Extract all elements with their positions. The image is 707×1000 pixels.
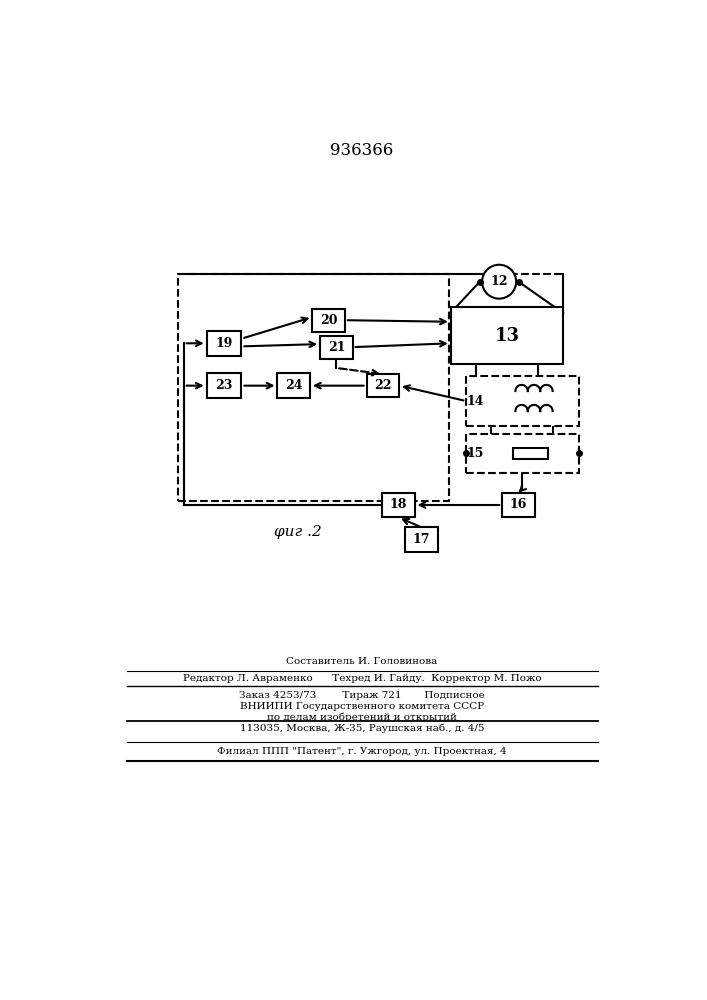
Text: ВНИИПИ Государственного комитета СССР: ВНИИПИ Государственного комитета СССР [240, 702, 484, 711]
Text: 24: 24 [285, 379, 303, 392]
Bar [466, 434, 578, 473]
Text: 12: 12 [491, 275, 508, 288]
Text: по делам изобретений и открытий: по делам изобретений и открытий [267, 712, 457, 722]
Text: 21: 21 [327, 341, 345, 354]
Text: Филиал ППП "Патент", г. Ужгород, ул. Проектная, 4: Филиал ППП "Патент", г. Ужгород, ул. Про… [217, 747, 507, 756]
Text: 20: 20 [320, 314, 337, 327]
Text: 23: 23 [216, 379, 233, 392]
Bar [405, 527, 438, 552]
Text: φиг .2: φиг .2 [274, 525, 322, 539]
Bar [206, 331, 241, 356]
Text: 22: 22 [374, 379, 392, 392]
Text: Редактор Л. Авраменко      Техред И. Гайду.  Корректор М. Пожо: Редактор Л. Авраменко Техред И. Гайду. К… [182, 674, 542, 683]
Bar [367, 374, 399, 397]
Text: 113035, Москва, Ж-35, Раушская наб., д. 4/5: 113035, Москва, Ж-35, Раушская наб., д. … [240, 724, 484, 733]
Text: 16: 16 [510, 498, 527, 512]
Bar [513, 448, 547, 459]
Bar [382, 493, 414, 517]
Text: 17: 17 [413, 533, 431, 546]
Bar [466, 376, 578, 426]
Bar [177, 274, 449, 501]
Text: Составитель И. Головинова: Составитель И. Головинова [286, 657, 438, 666]
Bar [502, 493, 534, 517]
Circle shape [482, 265, 516, 299]
Bar [450, 307, 563, 364]
Text: 19: 19 [216, 337, 233, 350]
Bar [206, 373, 241, 398]
Bar [277, 373, 310, 398]
Bar [312, 309, 345, 332]
Bar [320, 336, 353, 359]
Text: Заказ 4253/73        Тираж 721       Подписное: Заказ 4253/73 Тираж 721 Подписное [239, 691, 485, 700]
Text: 936366: 936366 [330, 142, 394, 159]
Text: 18: 18 [390, 498, 407, 512]
Text: 15: 15 [467, 447, 484, 460]
Text: 13: 13 [494, 327, 520, 345]
Text: 14: 14 [467, 395, 484, 408]
